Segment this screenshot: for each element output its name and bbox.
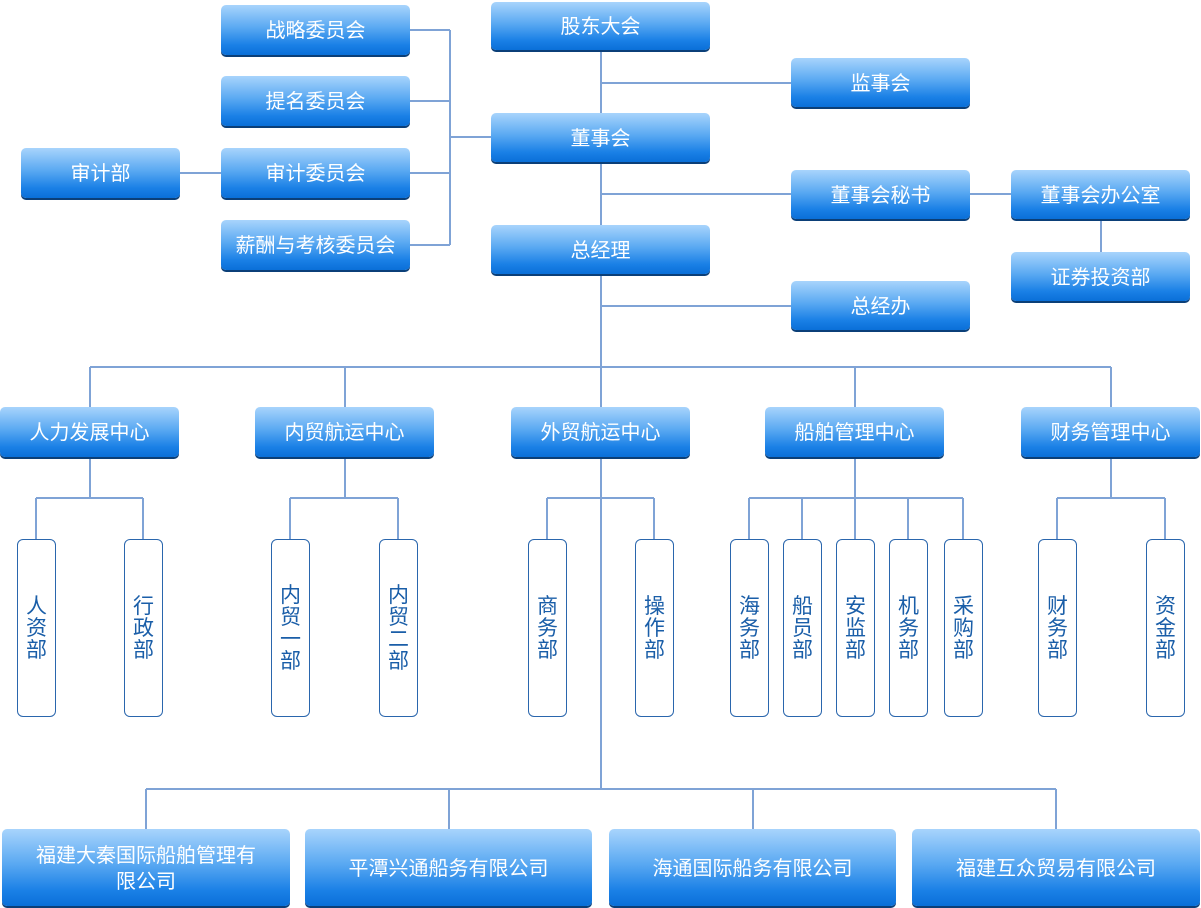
- subsidiary-box[interactable]: 福建大秦国际船舶管理有限公司: [2, 829, 290, 906]
- board-secretary-box[interactable]: 董事会秘书: [791, 170, 970, 219]
- committee-box[interactable]: 薪酬与考核委员会: [221, 220, 410, 270]
- dept-box[interactable]: 操作部: [635, 539, 674, 717]
- dept-box[interactable]: 内贸一部: [271, 539, 310, 717]
- audit-dept-box[interactable]: 审计部: [21, 148, 180, 198]
- subsidiary-box[interactable]: 平潭兴通船务有限公司: [305, 829, 592, 906]
- dept-box[interactable]: 资金部: [1146, 539, 1185, 717]
- dept-box[interactable]: 财务部: [1038, 539, 1077, 717]
- dept-box[interactable]: 安监部: [836, 539, 875, 717]
- general-manager-box[interactable]: 总经理: [491, 225, 710, 274]
- gm-office-box[interactable]: 总经办: [791, 281, 970, 330]
- center-box[interactable]: 外贸航运中心: [511, 407, 690, 457]
- center-box[interactable]: 内贸航运中心: [255, 407, 434, 457]
- dept-box[interactable]: 机务部: [889, 539, 928, 717]
- center-box[interactable]: 人力发展中心: [0, 407, 179, 457]
- securities-dept-box[interactable]: 证券投资部: [1011, 252, 1190, 301]
- supervisors-box[interactable]: 监事会: [791, 58, 970, 107]
- committee-box[interactable]: 战略委员会: [221, 5, 410, 55]
- committee-box[interactable]: 提名委员会: [221, 76, 410, 126]
- committee-box[interactable]: 审计委员会: [221, 148, 410, 198]
- shareholders-meeting-box[interactable]: 股东大会: [491, 2, 710, 50]
- center-box[interactable]: 财务管理中心: [1021, 407, 1200, 457]
- subsidiary-box[interactable]: 海通国际船务有限公司: [609, 829, 896, 906]
- dept-box[interactable]: 商务部: [528, 539, 567, 717]
- dept-box[interactable]: 船员部: [783, 539, 822, 717]
- subsidiary-box[interactable]: 福建互众贸易有限公司: [912, 829, 1200, 906]
- board-office-box[interactable]: 董事会办公室: [1011, 170, 1190, 219]
- dept-box[interactable]: 人资部: [17, 539, 56, 717]
- board-box[interactable]: 董事会: [491, 113, 710, 162]
- center-box[interactable]: 船舶管理中心: [765, 407, 944, 457]
- dept-box[interactable]: 内贸二部: [379, 539, 418, 717]
- dept-box[interactable]: 采购部: [944, 539, 983, 717]
- dept-box[interactable]: 行政部: [124, 539, 163, 717]
- dept-box[interactable]: 海务部: [730, 539, 769, 717]
